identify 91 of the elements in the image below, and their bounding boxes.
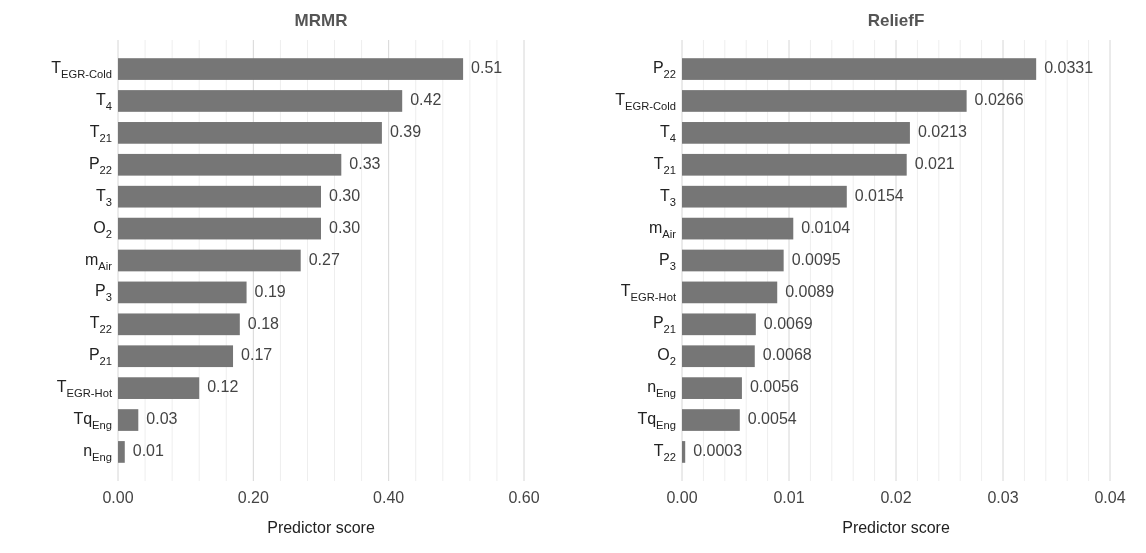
data-label: 0.30: [329, 218, 361, 236]
bar: [682, 345, 755, 368]
bar: [682, 185, 847, 208]
bar: [118, 122, 382, 144]
data-label: 0.0003: [693, 442, 743, 460]
x-tick-label: 0.00: [666, 489, 698, 506]
chart-title: ReliefF: [867, 11, 925, 30]
y-tick-label: T$_{21}$: [653, 155, 676, 176]
bar: [118, 345, 234, 368]
y-tick-label: T$_{22}$: [653, 442, 676, 463]
data-label: 0.33: [349, 155, 381, 173]
y-tick-label: m$_{Air}$: [648, 218, 677, 240]
bar: [682, 409, 740, 431]
data-label: 0.0089: [785, 282, 835, 300]
y-tick-label: Tq$_{Eng}$: [637, 410, 676, 431]
bar: [118, 377, 200, 399]
data-label: 0.0104: [801, 218, 851, 236]
bar: [682, 90, 967, 112]
y-tick-label: T$_{22}$: [89, 314, 112, 336]
y-tick-label: P$_{22}$: [88, 155, 112, 176]
bar: [118, 90, 403, 112]
chart-title: MRMR: [294, 11, 348, 30]
data-label: 0.42: [410, 91, 442, 109]
y-tick-label: T$_{4}$: [659, 123, 676, 144]
bar: [682, 58, 1037, 80]
y-tick-label: m$_{Air}$: [84, 250, 113, 272]
data-label: 0.021: [914, 155, 955, 173]
y-tick-label: P$_{3}$: [659, 250, 676, 272]
data-label: 0.12: [207, 378, 239, 396]
y-tick-label: O$_{2}$: [657, 346, 676, 368]
data-label: 0.17: [241, 346, 273, 364]
y-tick-label: P$_{21}$: [652, 314, 676, 336]
bar: [118, 441, 125, 463]
x-tick-label: 0.03: [987, 489, 1019, 506]
bar: [118, 249, 301, 272]
y-tick-label: O$_{2}$: [93, 218, 112, 240]
bar: [118, 58, 464, 80]
data-label: 0.0054: [747, 410, 797, 428]
y-tick-label: T$_{21}$: [89, 123, 112, 144]
data-label: 0.0266: [974, 91, 1024, 109]
bar: [118, 217, 321, 240]
data-label: 0.51: [471, 59, 503, 77]
bar: [682, 217, 794, 240]
y-tick-label: P$_{3}$: [95, 282, 112, 304]
x-tick-label: 0.02: [880, 489, 912, 506]
data-label: 0.03: [146, 410, 178, 428]
bar: [118, 281, 247, 304]
data-label: 0.18: [247, 314, 280, 332]
y-tick-label: T$_{EGR-Cold}$: [615, 91, 676, 112]
bar: [682, 281, 778, 304]
x-axis-title: Predictor score: [842, 519, 950, 536]
data-label: 0.0095: [791, 250, 841, 268]
data-label: 0.27: [308, 250, 340, 268]
x-tick-label: 0.60: [508, 489, 540, 506]
data-label: 0.0069: [763, 314, 813, 332]
data-label: 0.01: [132, 442, 165, 460]
x-axis-title: Predictor score: [267, 519, 375, 536]
data-label: 0.39: [389, 123, 422, 141]
data-label: 0.0331: [1044, 59, 1094, 77]
data-label: 0.0213: [917, 123, 967, 141]
data-label: 0.19: [254, 282, 286, 300]
bar: [118, 185, 321, 208]
y-tick-label: T$_{4}$: [95, 91, 112, 112]
y-tick-label: T$_{3}$: [95, 186, 112, 208]
x-tick-label: 0.00: [102, 489, 134, 506]
bar: [118, 313, 240, 336]
bar: [118, 409, 139, 431]
x-tick-label: 0.01: [773, 489, 805, 506]
y-tick-label: T$_{EGR-Cold}$: [51, 59, 112, 81]
y-tick-label: T$_{EGR-Hot}$: [620, 282, 677, 304]
bar: [682, 441, 686, 463]
bar: [118, 153, 342, 176]
y-tick-label: n$_{Eng}$: [647, 378, 676, 400]
bar: [682, 377, 742, 399]
bar: [682, 122, 910, 144]
x-tick-label: 0.04: [1094, 489, 1126, 506]
y-tick-label: P$_{21}$: [88, 346, 112, 368]
data-label: 0.0056: [749, 378, 799, 396]
bar: [682, 249, 784, 272]
data-label: 0.0068: [762, 346, 812, 364]
bar: [682, 313, 756, 336]
y-tick-label: T$_{EGR-Hot}$: [56, 378, 113, 400]
y-tick-label: P$_{22}$: [652, 59, 676, 81]
x-tick-label: 0.20: [237, 489, 270, 506]
data-label: 0.30: [329, 186, 361, 204]
y-tick-label: n$_{Eng}$: [83, 442, 112, 463]
data-label: 0.0154: [854, 186, 904, 204]
bar: [682, 153, 907, 176]
y-tick-label: Tq$_{Eng}$: [73, 410, 112, 431]
y-tick-label: T$_{3}$: [659, 186, 676, 208]
x-tick-label: 0.40: [373, 489, 405, 506]
